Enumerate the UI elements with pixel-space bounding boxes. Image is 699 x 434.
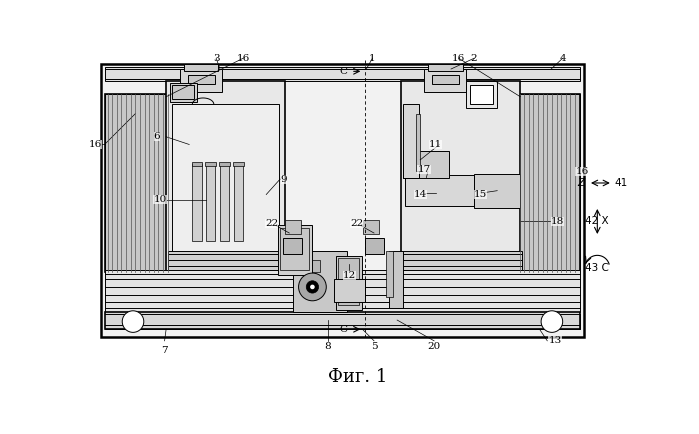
Text: Фиг. 1: Фиг. 1: [328, 368, 387, 386]
Circle shape: [310, 285, 315, 289]
Bar: [338, 258, 359, 305]
Bar: [101, 64, 584, 337]
Bar: [334, 279, 365, 302]
Text: 13: 13: [548, 336, 561, 345]
Text: 41: 41: [614, 178, 628, 188]
Bar: [280, 228, 310, 270]
Text: 20: 20: [428, 342, 440, 351]
Bar: [424, 69, 466, 92]
Bar: [170, 83, 197, 102]
Bar: [293, 251, 347, 312]
Text: 18: 18: [551, 217, 564, 226]
Text: 42 X: 42 X: [585, 217, 609, 227]
Text: Z: Z: [577, 178, 584, 188]
Text: 6: 6: [154, 132, 160, 141]
Bar: [363, 220, 379, 234]
Text: 5: 5: [370, 342, 377, 351]
Bar: [517, 95, 580, 272]
Bar: [168, 251, 289, 270]
Text: 43 С: 43 С: [585, 263, 609, 273]
Text: 16: 16: [575, 167, 589, 176]
Bar: [389, 251, 403, 309]
Bar: [466, 81, 497, 108]
Bar: [403, 151, 449, 178]
Circle shape: [122, 311, 144, 332]
Text: 9: 9: [280, 174, 287, 184]
Bar: [171, 105, 280, 258]
Bar: [283, 238, 303, 254]
Text: С: С: [340, 67, 348, 76]
Text: 16: 16: [236, 54, 250, 63]
Bar: [297, 260, 320, 272]
Text: 8: 8: [324, 342, 331, 351]
Bar: [403, 105, 419, 178]
Bar: [428, 64, 463, 71]
Bar: [206, 164, 215, 241]
Text: 10: 10: [153, 195, 166, 204]
Circle shape: [541, 311, 563, 332]
Bar: [105, 95, 170, 272]
Text: 7: 7: [161, 346, 168, 355]
Text: 22: 22: [350, 219, 363, 227]
Text: 17: 17: [417, 165, 431, 174]
Circle shape: [306, 281, 319, 293]
Bar: [285, 220, 301, 234]
Bar: [105, 270, 580, 312]
Text: 22: 22: [265, 219, 278, 227]
Text: 12: 12: [343, 271, 356, 280]
Bar: [517, 95, 580, 272]
Text: 16: 16: [89, 140, 102, 149]
Text: 14: 14: [414, 190, 427, 199]
Text: 1: 1: [369, 54, 376, 63]
Bar: [417, 114, 420, 171]
Bar: [105, 312, 580, 329]
Text: 4: 4: [559, 54, 566, 63]
Bar: [206, 162, 216, 166]
Text: 11: 11: [429, 140, 442, 149]
Bar: [188, 75, 215, 85]
Bar: [220, 164, 229, 241]
Text: 3: 3: [213, 54, 219, 63]
Bar: [401, 81, 520, 274]
Bar: [105, 95, 170, 272]
Text: 16: 16: [452, 54, 466, 63]
Bar: [365, 238, 384, 254]
Bar: [474, 174, 520, 207]
Circle shape: [298, 273, 326, 301]
Bar: [105, 67, 580, 81]
Bar: [470, 85, 493, 105]
Bar: [166, 81, 285, 274]
Bar: [278, 225, 312, 276]
Bar: [184, 64, 219, 71]
Bar: [172, 85, 194, 99]
Bar: [233, 162, 244, 166]
Bar: [336, 256, 363, 310]
Bar: [386, 251, 394, 297]
Bar: [105, 314, 580, 329]
Bar: [234, 164, 243, 241]
Text: 2: 2: [471, 54, 477, 63]
Text: С: С: [340, 325, 348, 334]
Bar: [192, 164, 201, 241]
Bar: [192, 162, 202, 166]
Bar: [432, 75, 459, 85]
Bar: [401, 251, 522, 270]
Bar: [219, 162, 230, 166]
Bar: [405, 175, 474, 206]
Bar: [180, 69, 222, 92]
Text: 15: 15: [474, 190, 487, 199]
